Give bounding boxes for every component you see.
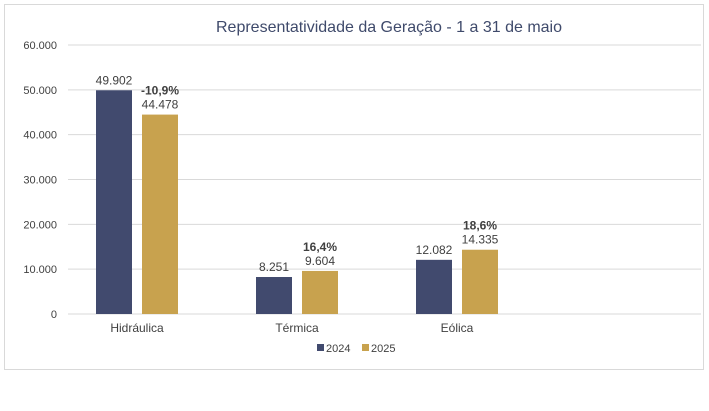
- value-label: 49.902: [96, 73, 133, 87]
- legend-label: 2025: [371, 343, 395, 355]
- change-label: -10,9%: [141, 84, 179, 98]
- value-label: 44.478: [142, 98, 179, 112]
- y-tick-label: 0: [51, 309, 57, 321]
- legend: 2024 2025: [317, 343, 395, 355]
- value-label: 14.335: [462, 233, 499, 247]
- value-label: 12.082: [416, 243, 453, 257]
- y-tick-label: 10.000: [23, 264, 57, 276]
- category-label: Hidráulica: [110, 321, 164, 335]
- bar-2024: [256, 277, 292, 314]
- y-axis: 0 10.000 20.000 30.000 40.000 50.000 60.000: [23, 40, 57, 321]
- bar-2024: [96, 90, 132, 314]
- category-label: Eólica: [441, 321, 474, 335]
- y-tick-label: 30.000: [23, 175, 57, 187]
- legend-label: 2024: [326, 343, 350, 355]
- y-tick-label: 40.000: [23, 130, 57, 142]
- chart-title: Representatividade da Geração - 1 a 31 d…: [216, 19, 562, 36]
- y-tick-label: 20.000: [23, 219, 57, 231]
- category-label: Térmica: [275, 321, 319, 335]
- value-label: 8.251: [259, 260, 289, 274]
- bars: [96, 90, 498, 314]
- legend-swatch-2024: [317, 344, 324, 351]
- chart-frame: Representatividade da Geração - 1 a 31 d…: [4, 4, 704, 370]
- x-axis: Hidráulica Térmica Eólica: [110, 321, 473, 335]
- bar-2025: [462, 249, 498, 314]
- legend-swatch-2025: [362, 344, 369, 351]
- y-tick-label: 50.000: [23, 85, 57, 97]
- y-tick-label: 60.000: [23, 40, 57, 52]
- bar-2025: [302, 270, 338, 314]
- bar-2024: [416, 259, 452, 314]
- value-label: 9.604: [305, 254, 335, 268]
- change-label: 18,6%: [463, 219, 497, 233]
- bar-chart: Representatividade da Geração - 1 a 31 d…: [23, 19, 701, 355]
- bar-2025: [142, 114, 178, 314]
- change-label: 16,4%: [303, 240, 337, 254]
